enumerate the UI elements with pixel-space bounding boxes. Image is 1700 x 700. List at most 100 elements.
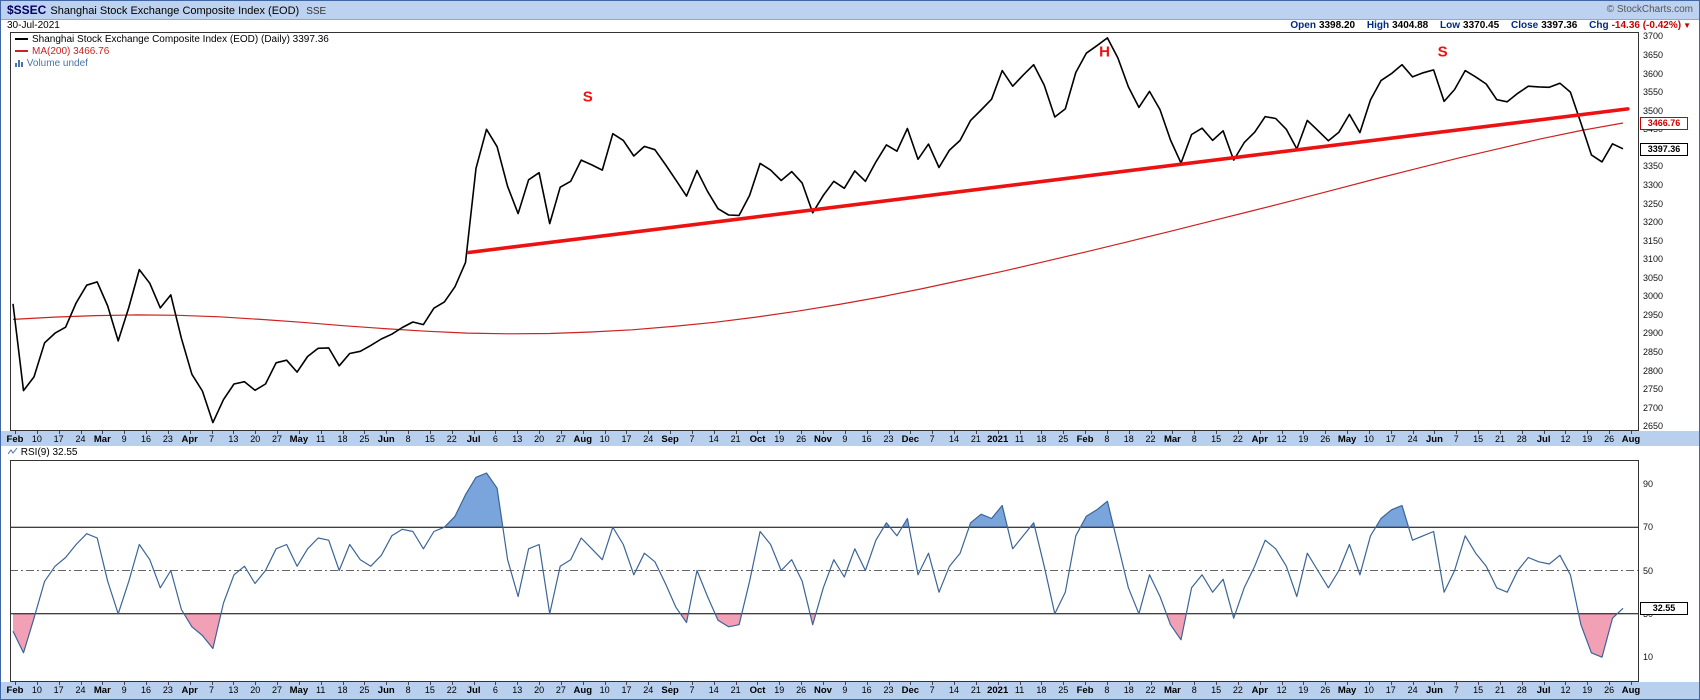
shs-annotation-h: H (1099, 43, 1110, 61)
x-axis-label: 24 (643, 434, 654, 444)
x-axis-label: 25 (359, 434, 370, 444)
x-axis-label: 16 (861, 434, 872, 444)
chg-value: -14.36 (-0.42%) (1611, 20, 1682, 31)
price-line-swatch (15, 38, 28, 41)
axis-tick (189, 431, 191, 434)
axis-tick (801, 431, 803, 434)
x-axis-label: 18 (337, 434, 348, 444)
close-label: Close (1510, 20, 1539, 31)
axis-tick (1325, 682, 1327, 685)
axis-tick (932, 431, 934, 434)
axis-tick (386, 682, 388, 685)
x-axis-label: Sep (661, 434, 679, 445)
axis-tick (255, 682, 257, 685)
axis-tick (932, 682, 934, 685)
axis-tick (757, 682, 759, 685)
x-axis-label: 8 (1191, 434, 1197, 444)
x-axis-label: Feb (6, 685, 24, 696)
x-axis-label: 15 (1211, 434, 1222, 444)
x-axis-label: 22 (446, 685, 457, 695)
axis-tick (1150, 682, 1152, 685)
x-axis-label: 19 (1582, 434, 1593, 444)
axis-tick (997, 682, 999, 685)
y-axis-label: 2750 (1643, 384, 1664, 395)
axis-tick (1390, 431, 1392, 434)
axis-tick (1085, 682, 1087, 685)
x-axis-label: 21 (970, 434, 981, 444)
chart-date: 30-Jul-2021 (7, 20, 60, 31)
axis-tick (1063, 682, 1065, 685)
axis-tick (735, 682, 737, 685)
x-axis-label: Apr (1251, 685, 1268, 696)
price-tag: 3397.36 (1640, 142, 1688, 156)
quote-bar: 30-Jul-2021 Open 3398.20 High 3404.88 Low 3… (1, 20, 1699, 32)
x-axis-label: 12 (1560, 434, 1571, 444)
x-axis-label: 20 (534, 685, 545, 695)
axis-tick (1631, 682, 1632, 685)
axis-tick (626, 431, 628, 434)
x-axis-label: 19 (1298, 434, 1309, 444)
x-axis-label: 25 (1058, 685, 1069, 695)
x-axis-label: 10 (31, 685, 42, 695)
x-axis-label: 23 (162, 434, 173, 444)
x-axis-label: Apr (181, 434, 198, 445)
y-axis-label: 2850 (1643, 347, 1664, 358)
axis-tick (1259, 682, 1261, 685)
axis-tick (342, 682, 344, 685)
x-axis-label: Jul (466, 434, 481, 445)
axis-tick (735, 431, 737, 434)
x-axis-label: 7 (1453, 434, 1459, 444)
volume-legend: Volume undef (15, 58, 88, 69)
x-axis-label: 11 (316, 434, 326, 444)
x-axis-label: Nov (814, 434, 832, 445)
x-axis-label: 23 (162, 685, 173, 695)
x-axis-top: Feb 10 17 24 Mar 9 16 23 Apr 7 13 20 27 May 11 18 25 Jun 8… (1, 431, 1699, 446)
axis-tick (997, 431, 999, 434)
axis-tick (233, 682, 235, 685)
axis-tick (910, 431, 912, 434)
x-axis-label: Feb (1076, 685, 1094, 696)
axis-tick (1609, 431, 1611, 434)
axis-tick (866, 431, 868, 434)
axis-tick (713, 431, 715, 434)
axis-tick (910, 682, 912, 685)
axis-tick (1347, 431, 1349, 434)
axis-tick (866, 682, 868, 685)
axis-tick (124, 431, 126, 434)
x-axis-label: 10 (599, 685, 610, 695)
x-axis-label: Aug (573, 685, 593, 696)
x-axis-label: May (1337, 685, 1357, 696)
page-title: Shanghai Stock Exchange Composite Index … (50, 5, 300, 17)
x-axis-label: Sep (661, 685, 679, 696)
axis-tick (560, 682, 562, 685)
axis-tick (36, 431, 38, 434)
axis-tick (473, 682, 475, 685)
axis-tick (255, 431, 257, 434)
x-axis-label: 26 (796, 434, 807, 444)
rsi-line (12, 472, 1624, 658)
rsi-axis-label: 70 (1643, 522, 1654, 533)
axis-tick (495, 682, 497, 685)
y-axis-label: 2700 (1643, 402, 1664, 413)
chart-header: $SSEC Shanghai Stock Exchange Composite I… (1, 1, 1699, 20)
x-axis-label: 21 (730, 434, 741, 444)
axis-tick (1085, 431, 1087, 434)
y-axis-label: 3050 (1643, 272, 1664, 283)
x-axis-label: 24 (75, 434, 86, 444)
axis-tick (757, 431, 759, 434)
axis-tick (1019, 682, 1021, 685)
x-axis-label: 21 (1494, 434, 1505, 444)
axis-tick (1543, 682, 1545, 685)
y-axis-label: 3300 (1643, 179, 1664, 190)
axis-tick (1456, 431, 1458, 434)
x-axis-label: Mar (93, 434, 111, 445)
x-axis-label: 13 (228, 434, 239, 444)
axis-tick (364, 682, 366, 685)
axis-tick (823, 431, 824, 434)
x-axis-label: 12 (1276, 685, 1287, 695)
x-axis-label: 19 (774, 434, 785, 444)
ohlc-readout: Open 3398.20 High 3404.88 Low 3370.45 Close… (1281, 20, 1691, 32)
x-axis-label: 9 (121, 685, 127, 695)
axis-tick (1172, 431, 1174, 434)
x-axis-label: 9 (842, 685, 848, 695)
